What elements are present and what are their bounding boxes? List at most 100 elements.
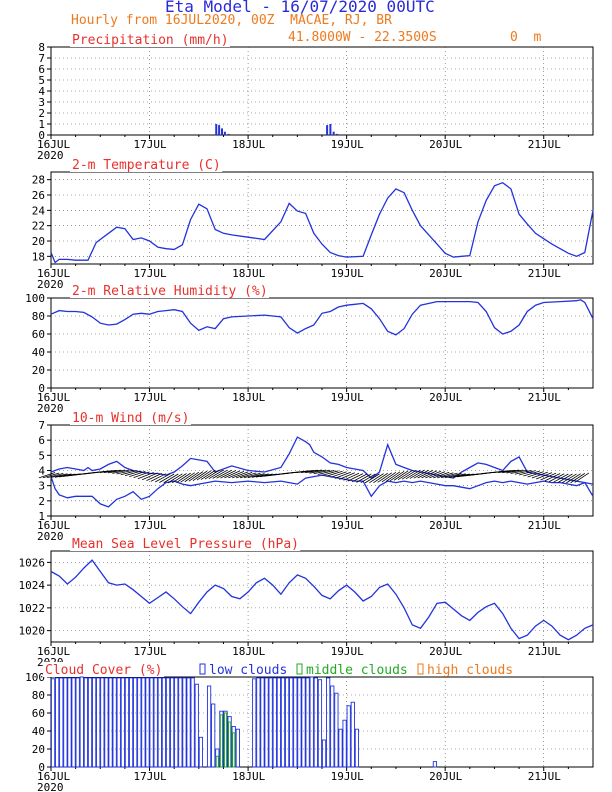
- low-cloud-bar: [276, 677, 281, 768]
- x-tick-label: 17JUL: [134, 519, 167, 532]
- precipitation-bar: [335, 133, 338, 135]
- panel-title: Precipitation (mm/h): [72, 33, 229, 48]
- y-tick-label: 6: [38, 434, 45, 447]
- wind-barb: [200, 470, 216, 480]
- x-tick-label: 19JUL: [331, 138, 364, 151]
- panel-frame: [50, 297, 594, 389]
- wind-barb: [224, 470, 241, 479]
- low-cloud-bar: [67, 677, 72, 768]
- wind-barb: [347, 473, 364, 482]
- wind-barb: [188, 471, 204, 482]
- wind-barb: [163, 473, 179, 484]
- wind-barb: [523, 470, 540, 477]
- wind-barb: [184, 471, 200, 483]
- year-label: 2020: [37, 278, 64, 291]
- low-cloud-bar: [174, 677, 179, 768]
- low-cloud-bar: [342, 719, 347, 768]
- wind-barb: [574, 472, 590, 483]
- y-tick-label: 1020: [19, 625, 46, 638]
- y-tick-label: 28: [32, 174, 45, 187]
- low-cloud-bar: [206, 685, 212, 768]
- precipitation-bar: [218, 125, 221, 135]
- wind-barb: [356, 473, 372, 483]
- low-cloud-bar: [293, 677, 298, 768]
- low-cloud-bar: [346, 705, 351, 768]
- wind-barb: [321, 470, 339, 476]
- low-cloud-bar: [182, 677, 187, 768]
- wind-barb: [38, 472, 56, 479]
- y-tick-label: 5: [38, 449, 45, 462]
- low-cloud-bar: [317, 679, 323, 768]
- x-tick-label: 16JUL: [37, 138, 70, 151]
- y-tick-label: 18: [32, 250, 45, 263]
- legend-swatch: [199, 663, 206, 675]
- low-cloud-bar: [194, 683, 199, 768]
- wind-barb: [305, 469, 323, 474]
- low-cloud-bar: [50, 678, 56, 768]
- low-cloud-bar: [252, 678, 257, 768]
- wind-barb: [137, 472, 154, 480]
- x-tick-label: 18JUL: [232, 770, 265, 783]
- panel-frame: [50, 171, 594, 265]
- low-cloud-bar: [83, 677, 89, 768]
- low-cloud-bar: [235, 728, 240, 768]
- panel-title: 2-m Temperature (C): [72, 158, 221, 173]
- wind-barb: [317, 470, 335, 475]
- low-cloud-bar: [149, 677, 154, 768]
- wind-barb: [405, 469, 421, 480]
- wind-barb: [401, 469, 417, 480]
- y-tick-label: 20: [32, 743, 45, 756]
- wind-barb: [381, 471, 397, 483]
- wind-barb: [536, 472, 553, 480]
- wind-barb: [243, 472, 261, 479]
- wind-barb: [417, 470, 434, 479]
- y-tick-label: 100: [25, 292, 45, 305]
- x-tick-label: 18JUL: [232, 519, 265, 532]
- wind-barb: [437, 472, 454, 479]
- wind-speed-line-upper: [50, 436, 594, 485]
- wind-barb: [239, 472, 257, 479]
- middle-cloud-bar: [228, 721, 232, 768]
- x-tick-label: 19JUL: [331, 645, 364, 658]
- y-tick-label: 26: [32, 189, 45, 202]
- wind-barb: [425, 470, 442, 479]
- low-cloud-bar: [330, 685, 335, 768]
- low-cloud-bar: [268, 677, 273, 768]
- precipitation-bar: [332, 131, 335, 135]
- low-cloud-bar: [75, 677, 80, 768]
- low-cloud-bar: [186, 677, 191, 768]
- low-cloud-bar: [63, 677, 68, 768]
- wind-barb: [413, 469, 429, 479]
- wind-barb: [159, 473, 175, 483]
- y-tick-label: 7: [38, 52, 45, 65]
- y-tick-label: 6: [38, 63, 45, 76]
- low-cloud-bar: [124, 677, 130, 768]
- low-cloud-bar: [198, 736, 203, 768]
- low-cloud-bar: [432, 761, 438, 768]
- wind-barb: [313, 469, 331, 475]
- middle-cloud-bar: [232, 732, 236, 768]
- x-tick-label: 21JUL: [528, 267, 561, 280]
- low-cloud-bar: [145, 677, 150, 768]
- precipitation-bar: [326, 125, 329, 135]
- year-label: 2020: [37, 402, 64, 415]
- low-cloud-bar: [137, 677, 142, 768]
- wind-barb: [116, 469, 134, 475]
- x-tick-label: 20JUL: [429, 138, 462, 151]
- low-cloud-bar: [104, 677, 109, 768]
- year-label: 2020: [37, 781, 64, 792]
- wind-barb: [527, 471, 544, 478]
- wind-barb: [510, 469, 528, 474]
- low-cloud-bar: [260, 677, 265, 768]
- wind-barb: [251, 473, 269, 478]
- low-cloud-bar: [297, 677, 302, 768]
- low-cloud-bar: [165, 677, 171, 768]
- y-tick-label: 4: [38, 85, 45, 98]
- wind-barb: [124, 470, 142, 477]
- low-cloud-bar: [92, 677, 97, 768]
- low-cloud-bar: [141, 677, 146, 768]
- wind-barb: [172, 473, 187, 484]
- legend-label: high clouds: [427, 663, 513, 678]
- wind-barb: [235, 471, 253, 479]
- middle-cloud-bar: [215, 755, 219, 768]
